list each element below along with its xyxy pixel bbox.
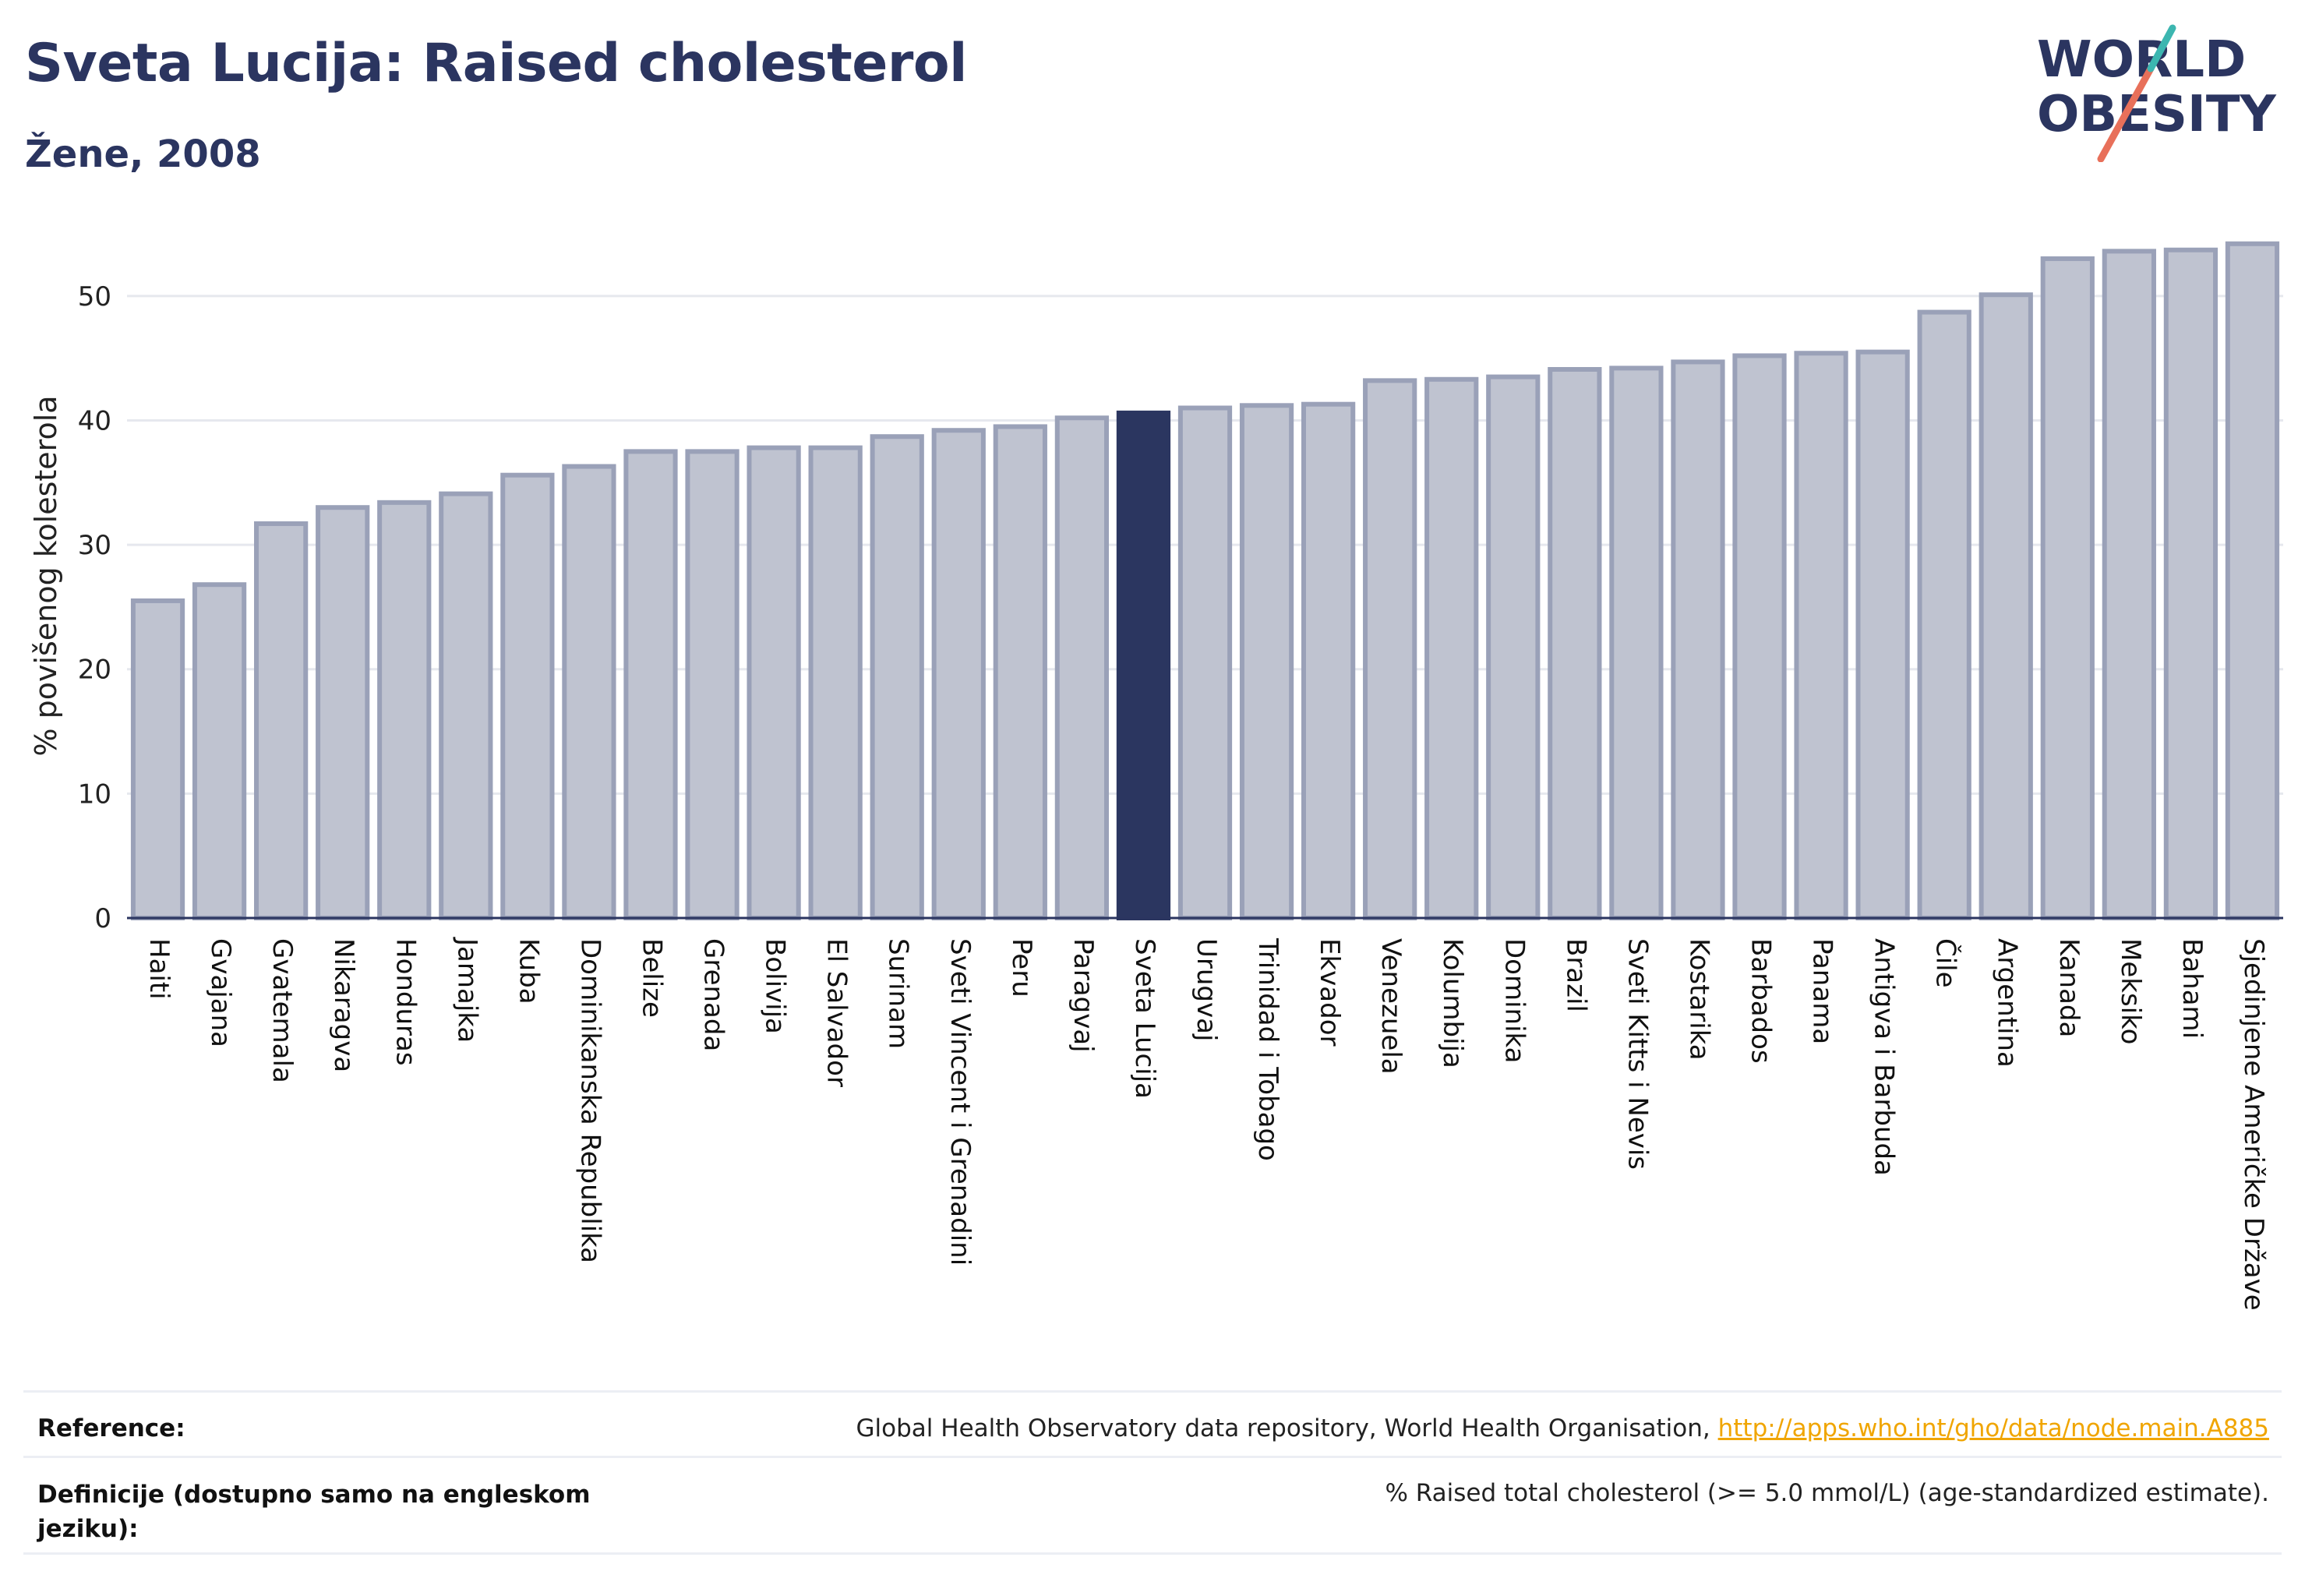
bar bbox=[1424, 376, 1479, 920]
bar bbox=[623, 449, 678, 920]
definition-label: Definicije (dostupno samo na engleskom j… bbox=[37, 1481, 591, 1543]
x-tick-label: Brazil bbox=[1560, 938, 1591, 1012]
x-tick-label: Antigva i Barbuda bbox=[1869, 938, 1900, 1176]
x-tick-label: Sveta Lucija bbox=[1129, 938, 1160, 1099]
x-tick-label: Grenada bbox=[698, 938, 729, 1051]
bar bbox=[192, 582, 247, 920]
bar bbox=[2225, 241, 2280, 920]
bar bbox=[993, 424, 1047, 920]
bar bbox=[1609, 365, 1664, 920]
y-tick-label: 10 bbox=[78, 779, 111, 810]
bar bbox=[500, 472, 555, 920]
x-tick-label: Meksiko bbox=[2115, 938, 2146, 1044]
bar bbox=[931, 428, 986, 920]
y-tick-label: 0 bbox=[94, 903, 111, 934]
bar bbox=[1301, 401, 1356, 920]
bar bbox=[1917, 309, 1971, 920]
x-tick-label: Honduras bbox=[390, 938, 421, 1066]
x-tick-label: Argentina bbox=[1992, 938, 2023, 1068]
x-tick-label: Kuba bbox=[513, 938, 544, 1005]
definition-text: % Raised total cholesterol (>= 5.0 mmol/… bbox=[1385, 1479, 2269, 1507]
bar bbox=[1177, 405, 1233, 920]
bar bbox=[1671, 359, 1725, 920]
bar bbox=[1363, 378, 1417, 920]
bar bbox=[685, 449, 740, 920]
y-tick-label: 20 bbox=[78, 655, 111, 686]
bar bbox=[130, 598, 185, 920]
x-tick-label: Kolumbija bbox=[1437, 938, 1468, 1068]
bar bbox=[254, 521, 309, 920]
x-tick-label: Ekvador bbox=[1314, 938, 1345, 1047]
footer-divider-middle bbox=[23, 1456, 2282, 1458]
logo-line2: OBESITY bbox=[2037, 86, 2276, 143]
x-tick-label: Gvatemala bbox=[267, 938, 298, 1083]
x-tick-label: Jamajka bbox=[451, 937, 482, 1043]
x-tick-label: Surinam bbox=[883, 938, 914, 1049]
bar bbox=[1054, 415, 1110, 920]
bar bbox=[2040, 256, 2095, 921]
y-tick-label: 30 bbox=[78, 530, 111, 561]
bar bbox=[1548, 367, 1602, 920]
reference-source: Global Health Observatory data repositor… bbox=[856, 1414, 1718, 1442]
x-tick-label: Barbados bbox=[1746, 938, 1777, 1064]
x-tick-label: Sjedinjene Američke Države bbox=[2238, 938, 2269, 1311]
logo-slash-red bbox=[2097, 65, 2155, 162]
bar bbox=[2163, 247, 2219, 920]
y-axis-title: % povišenog kolesterola bbox=[29, 395, 63, 756]
x-tick-label: Nikaragva bbox=[328, 938, 359, 1072]
bar bbox=[1978, 292, 2033, 921]
bar bbox=[1855, 349, 1910, 920]
x-tick-label: Paragvaj bbox=[1068, 938, 1099, 1053]
x-tick-label: Urugvaj bbox=[1191, 938, 1222, 1041]
x-tick-label: Gvajana bbox=[205, 938, 236, 1047]
bar bbox=[1794, 351, 1848, 920]
footer-divider-top bbox=[23, 1390, 2282, 1393]
footer-divider-bottom bbox=[23, 1552, 2282, 1555]
bar-chart: 0 10 20 30 40 50 % povišenog kolesterola Haiti G… bbox=[29, 241, 2283, 1311]
x-tick-label: Bolivija bbox=[760, 938, 791, 1034]
chart-subtitle: Žene, 2008 bbox=[25, 132, 261, 176]
x-tick-label: Venezuela bbox=[1375, 938, 1407, 1075]
x-tick-label: Sveti Kitts i Nevis bbox=[1622, 938, 1653, 1170]
bar bbox=[1732, 353, 1787, 920]
x-tick-label: Čile bbox=[1930, 938, 1962, 988]
x-tick-label: Bahami bbox=[2176, 938, 2208, 1039]
bar bbox=[808, 445, 863, 920]
x-tick-label: Haiti bbox=[143, 938, 175, 1000]
x-tick-label: Belize bbox=[636, 938, 667, 1018]
x-tick-label: Peru bbox=[1006, 938, 1037, 998]
world-obesity-logo: WORLD OBESITY bbox=[2037, 24, 2276, 162]
x-tick-label: Dominikanska Republika bbox=[574, 938, 605, 1263]
bar bbox=[1486, 374, 1541, 920]
x-tick-label: Dominika bbox=[1498, 938, 1530, 1063]
reference-link[interactable]: http://apps.who.int/gho/data/node.main.A… bbox=[1717, 1414, 2269, 1442]
bar bbox=[439, 491, 493, 920]
y-tick-label: 40 bbox=[78, 405, 111, 436]
bar bbox=[562, 464, 616, 920]
bar bbox=[1239, 403, 1294, 920]
bar bbox=[2102, 249, 2156, 920]
x-tick-label: Panama bbox=[1807, 938, 1838, 1044]
bar bbox=[316, 505, 370, 920]
x-tick-label: Kostarika bbox=[1683, 938, 1714, 1061]
reference-text: Global Health Observatory data repositor… bbox=[856, 1414, 2269, 1442]
bar bbox=[870, 434, 924, 920]
bar-highlight bbox=[1116, 410, 1171, 920]
logo-slash-teal bbox=[2147, 24, 2176, 72]
reference-label: Reference: bbox=[37, 1414, 185, 1442]
x-tick-label: Kanada bbox=[2053, 938, 2084, 1037]
x-tick-label: Trinidad i Tobago bbox=[1252, 937, 1283, 1161]
x-tick-label: El Salvador bbox=[821, 938, 852, 1087]
chart-title: Sveta Lucija: Raised cholesterol bbox=[25, 33, 967, 94]
y-tick-label: 50 bbox=[78, 281, 111, 312]
bar bbox=[377, 500, 432, 920]
bar bbox=[747, 445, 801, 920]
x-tick-label: Sveti Vincent i Grenadini bbox=[944, 938, 976, 1266]
